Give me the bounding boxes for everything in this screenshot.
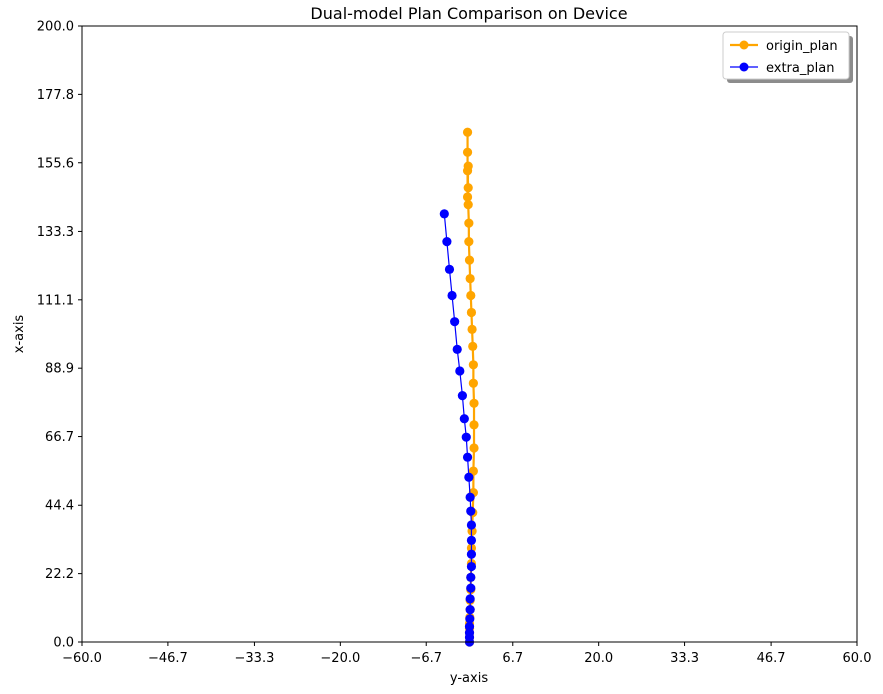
x-tick-label: 46.7 [757,651,786,666]
y-tick-label: 0.0 [53,636,74,651]
y-tick-label: 111.1 [37,293,74,308]
data-point-origin-plan [463,183,473,193]
data-point-extra-plan [464,472,474,482]
series-layer [439,127,479,647]
data-point-origin-plan [469,420,479,430]
y-tick-label: 44.4 [45,499,74,514]
data-point-origin-plan [462,192,473,202]
y-tick-label: 22.2 [45,567,74,582]
legend: origin_plan extra_plan [722,31,853,83]
data-point-extra-plan [465,614,475,624]
x-tick-label: 60.0 [843,651,872,666]
y-tick-label: 133.3 [37,225,74,240]
data-point-extra-plan [466,583,476,593]
legend-marker-extra-plan [739,62,749,72]
x-tick-label: 20.0 [584,651,613,666]
data-point-origin-plan [466,290,476,301]
data-point-extra-plan [442,237,452,247]
legend-marker-origin-plan [739,40,749,50]
x-tick-label: −60.0 [62,651,102,666]
data-point-extra-plan [466,549,477,559]
x-tick-label: 33.3 [670,651,699,666]
data-point-extra-plan [462,452,473,462]
data-point-origin-plan [468,341,478,351]
data-point-extra-plan [447,290,457,301]
y-tick-label: 66.7 [45,430,74,445]
data-point-origin-plan [462,127,473,137]
data-point-extra-plan [459,414,469,424]
data-point-extra-plan [465,605,475,615]
x-tick-label: −33.3 [235,651,275,666]
x-tick-label: −20.0 [320,651,360,666]
data-point-extra-plan [466,520,477,530]
x-tick-label: 6.7 [502,651,523,666]
data-point-origin-plan [464,255,475,265]
x-tick-label: −46.7 [148,651,188,666]
y-tick-label: 155.6 [37,156,74,171]
data-point-extra-plan [465,594,475,604]
data-point-extra-plan [452,344,462,354]
legend-label-origin-plan: origin_plan [766,39,838,54]
data-point-extra-plan [461,432,471,442]
data-point-origin-plan [469,443,479,453]
data-point-origin-plan [465,273,475,284]
data-point-origin-plan [467,324,477,334]
axis-ticks: −60.0 −46.7 −33.3 −20.0 −6.7 6.7 20.0 33.3 46.7 6… [37,20,872,667]
data-point-extra-plan [465,492,475,502]
data-point-extra-plan [450,317,460,327]
chart-title: Dual-model Plan Comparison on Device [310,4,627,23]
y-tick-label: 200.0 [37,20,74,35]
data-point-extra-plan [457,391,467,401]
y-tick-label: 88.9 [45,362,74,377]
data-point-extra-plan [466,572,476,582]
data-point-origin-plan [468,378,478,388]
plot-frame [81,25,858,643]
data-point-extra-plan [439,209,449,219]
data-point-origin-plan [468,360,478,370]
data-point-extra-plan [444,264,455,274]
x-axis-label: y-axis [450,671,488,686]
data-point-origin-plan [463,200,473,210]
data-point-origin-plan [464,237,474,247]
legend-label-extra-plan: extra_plan [766,61,834,76]
data-point-origin-plan [466,307,477,318]
data-point-extra-plan [466,506,476,516]
data-point-extra-plan [464,622,475,632]
series-extra-plan [439,209,477,647]
data-point-origin-plan [469,398,479,408]
y-tick-label: 177.8 [37,88,74,103]
y-axis-label: x-axis [12,315,27,354]
data-point-extra-plan [466,535,477,545]
x-tick-label: −6.7 [410,651,442,666]
data-point-origin-plan [462,147,473,157]
data-point-extra-plan [455,366,465,376]
data-point-origin-plan [464,218,474,228]
data-point-origin-plan [463,161,473,171]
data-point-extra-plan [466,561,477,572]
